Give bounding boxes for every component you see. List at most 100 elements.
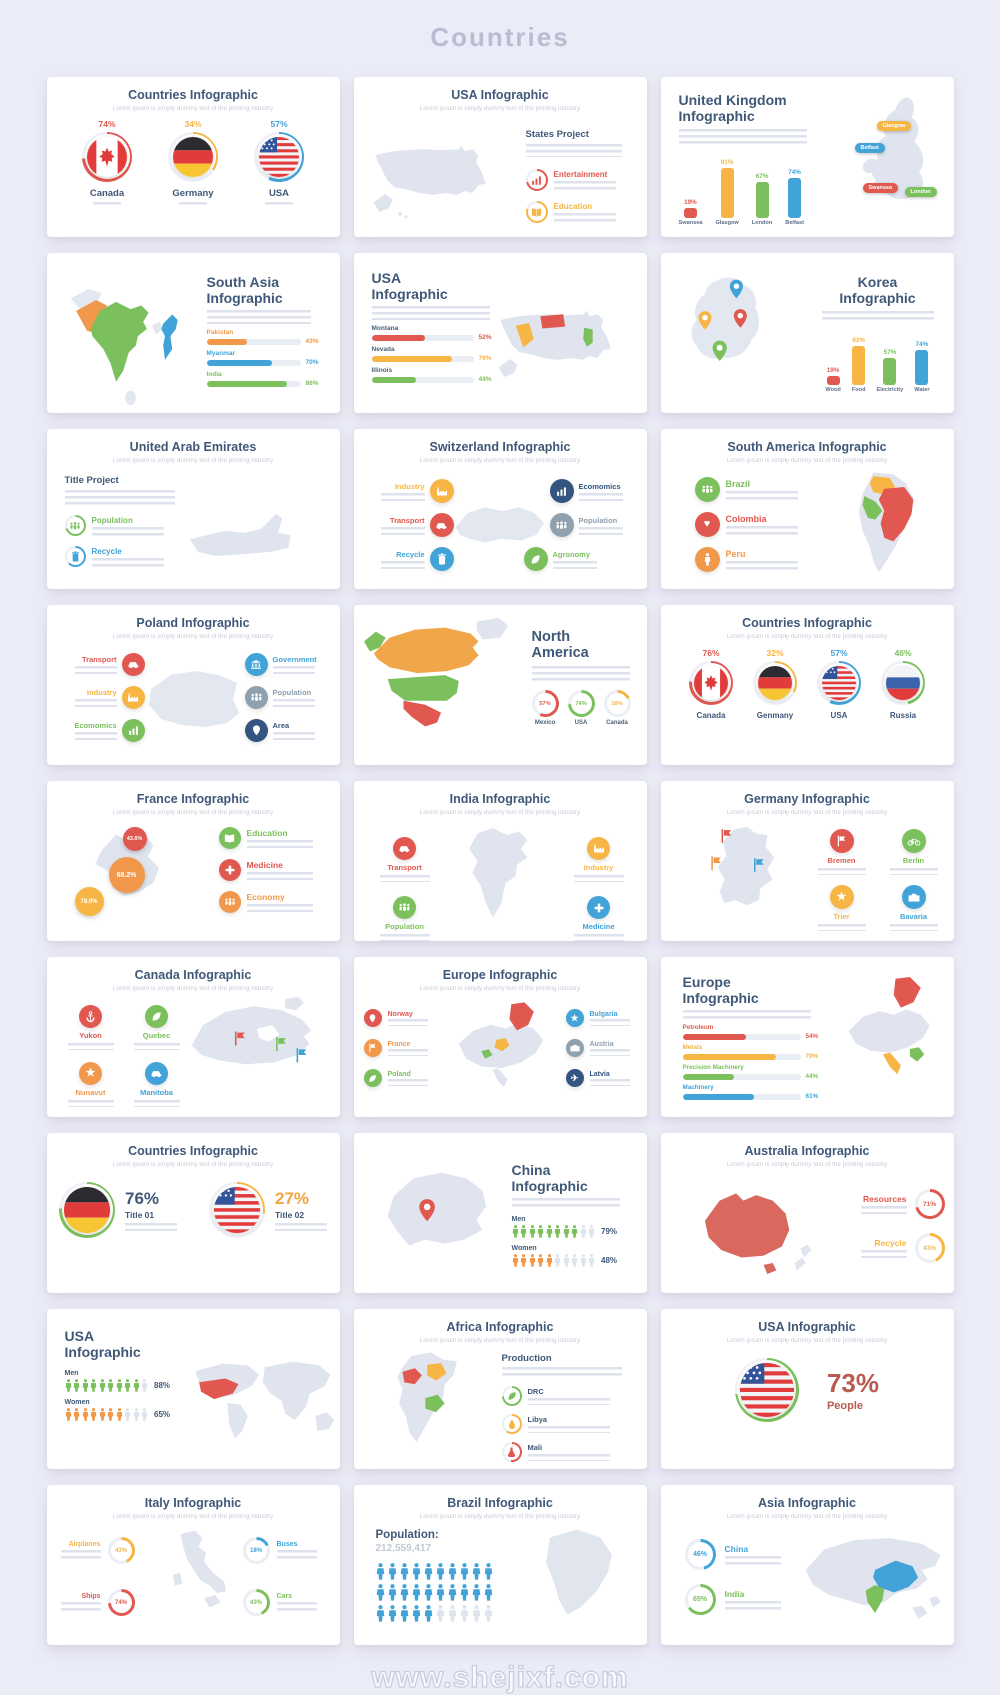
- slide-usa-bars[interactable]: USA Infographic Montana 52% Nevada 79% Ill…: [353, 253, 647, 413]
- europe-map: [848, 977, 930, 1075]
- slide-united-kingdom[interactable]: United Kingdom Infographic 19% Swansea 91…: [660, 77, 954, 237]
- slide-italy[interactable]: Italy Infographic Lorem ipsum is simply …: [46, 1485, 340, 1645]
- slide-korea[interactable]: Korea Infographic 19% Wood 82% Food 57% Ele…: [660, 253, 954, 413]
- item-label: Manitoba: [140, 1088, 173, 1097]
- chart-icon: [525, 169, 548, 191]
- ring-value: 71%: [922, 1200, 936, 1208]
- card-title: Countries Infographic: [128, 1144, 258, 1158]
- bar-fill: [371, 334, 425, 342]
- canada-map: [191, 997, 311, 1065]
- text-placeholder: [125, 1222, 177, 1231]
- item-population: Population: [549, 513, 642, 537]
- bar-track: [206, 359, 301, 367]
- bar-value: 44%: [805, 1073, 819, 1081]
- bar-fill: [206, 380, 288, 388]
- item-label: Ecomomics: [578, 481, 621, 491]
- slide-china[interactable]: China Infographic Men 79% Women 48%: [353, 1133, 647, 1293]
- card-title: North: [531, 629, 571, 645]
- person-icons-faded: [141, 1379, 148, 1392]
- item-population: Population: [244, 686, 335, 709]
- slide-brazil[interactable]: Brazil Infographic Lorem ipsum is simply…: [353, 1485, 647, 1645]
- slide-usa-73[interactable]: USA Infographic Lorem ipsum is simply du…: [660, 1309, 954, 1469]
- states-project-panel: States Project Entertainment Education: [525, 129, 634, 233]
- men-pictogram: 88%: [65, 1379, 197, 1392]
- factory-icon: [429, 479, 454, 503]
- text-placeholder: [179, 201, 207, 207]
- card-title-line2: America: [531, 645, 589, 662]
- progress-ring: [689, 660, 733, 705]
- canada-items: Yukon Quebec ★ Nunavut Manitoba: [63, 1005, 185, 1107]
- bar: [915, 349, 929, 386]
- item-label: Industry: [583, 863, 614, 872]
- group-percent: 79%: [601, 1227, 618, 1237]
- slide-europe-exports[interactable]: Europe Infographic Petroleum 54% Metals 79…: [660, 957, 954, 1117]
- group-label-women: Women: [511, 1245, 537, 1253]
- item-government: Government: [244, 653, 335, 676]
- recycle-icon: [64, 546, 86, 567]
- slide-south-asia[interactable]: South Asia Infographic Pakistan 43% Myanm…: [46, 253, 340, 413]
- slide-countries-flags-3[interactable]: Countries Infographic Lorem ipsum is sim…: [46, 77, 340, 237]
- item-economy: Economy: [218, 891, 331, 913]
- progress-ring: [59, 1181, 115, 1238]
- person-icons-faded: [580, 1225, 596, 1238]
- europe-bars-panel: Europe Infographic Petroleum 54% Metals 79…: [682, 974, 835, 1100]
- slide-usa-states[interactable]: USA Infographic Lorem ipsum is simply du…: [353, 77, 647, 237]
- slide-countries-two-flags[interactable]: Countries Infographic Lorem ipsum is sim…: [46, 1133, 340, 1293]
- text-placeholder: [725, 491, 798, 500]
- text-placeholder: [387, 1078, 428, 1086]
- slide-canada[interactable]: Canada Infographic Lorem ipsum is simply…: [46, 957, 340, 1117]
- bar: [683, 207, 697, 219]
- person-icon: [694, 547, 720, 572]
- card-title-line2: Infographic: [511, 1177, 588, 1194]
- flag-stat-canada: 74% Canada: [82, 119, 132, 207]
- slide-uae[interactable]: United Arab Emirates Lorem ipsum is simp…: [46, 429, 340, 589]
- slide-germany[interactable]: Germany Infographic Lorem ipsum is simpl…: [660, 781, 954, 941]
- progress-ring: 46%: [684, 1539, 716, 1570]
- uae-panel: Title Project Population Recycle: [64, 475, 187, 577]
- slide-africa[interactable]: Africa Infographic Lorem ipsum is simply…: [353, 1309, 647, 1469]
- ring-value: 18%: [249, 1547, 262, 1554]
- slide-australia[interactable]: Australia Infographic Lorem ipsum is sim…: [660, 1133, 954, 1293]
- book-icon: [218, 827, 241, 849]
- slide-france[interactable]: France Infographic Lorem ipsum is simply…: [46, 781, 340, 941]
- poland-map: [148, 671, 239, 727]
- slide-countries-flags-4[interactable]: Countries Infographic Lorem ipsum is sim…: [660, 605, 954, 765]
- slide-south-america[interactable]: South America Infographic Lorem ipsum is…: [660, 429, 954, 589]
- india-right-items: Industry Medicine: [564, 837, 634, 941]
- progress-ring: 57%: [531, 690, 559, 718]
- slide-usa-people[interactable]: USA Infographic Men 88% Women 65%: [46, 1309, 340, 1469]
- percent-value: 73%: [826, 1367, 880, 1398]
- poland-left-items: Transport Industry Ecomomics: [55, 653, 145, 752]
- slide-asia[interactable]: Asia Infographic Lorem ipsum is simply d…: [660, 1485, 954, 1645]
- ring-cars: 43% Cars: [242, 1589, 317, 1616]
- bar-value: 74%: [788, 168, 801, 176]
- south-asia-map: [70, 289, 178, 406]
- item-trier: ★ Trier: [813, 885, 871, 931]
- usa-flag-icon: [259, 136, 299, 177]
- ring-label: Mexico: [534, 720, 556, 727]
- flag-stat-russia: 46% Russia: [881, 648, 925, 720]
- slide-poland[interactable]: Poland Infographic Lorem ipsum is simply…: [46, 605, 340, 765]
- slide-india[interactable]: India Infographic Lorem ipsum is simply …: [353, 781, 647, 941]
- progress-ring: 65%: [684, 1584, 716, 1615]
- person-row-3: [376, 1605, 526, 1622]
- item-economics: Ecomomics: [55, 719, 145, 742]
- text-placeholder: [553, 181, 616, 190]
- slide-north-america[interactable]: North America 57% Mexico 74% USA 18% Canada: [353, 605, 647, 765]
- bar-london: 67% London: [752, 173, 773, 227]
- card-title: United Arab Emirates: [129, 440, 257, 454]
- text-placeholder: [578, 526, 623, 535]
- text-placeholder: [889, 924, 938, 931]
- bar-label: Machinery: [682, 1084, 714, 1092]
- text-placeholder: [725, 526, 798, 535]
- uk-left-panel: United Kingdom Infographic 19% Swansea 91…: [678, 92, 829, 227]
- slide-switzerland[interactable]: Switzerland Infographic Lorem ipsum is s…: [353, 429, 647, 589]
- uk-map: [862, 97, 923, 200]
- ring-resources: Resources 71%: [837, 1189, 945, 1219]
- bar-label: Nevada: [371, 346, 395, 354]
- item-berlin: Berlin: [885, 829, 943, 875]
- slide-europe-countries[interactable]: Europe Infographic Lorem ipsum is simply…: [353, 957, 647, 1117]
- item-medicine: Medicine: [564, 896, 634, 941]
- item-label: Population: [578, 515, 618, 525]
- bar-electricity: 57% Electricity: [877, 349, 904, 393]
